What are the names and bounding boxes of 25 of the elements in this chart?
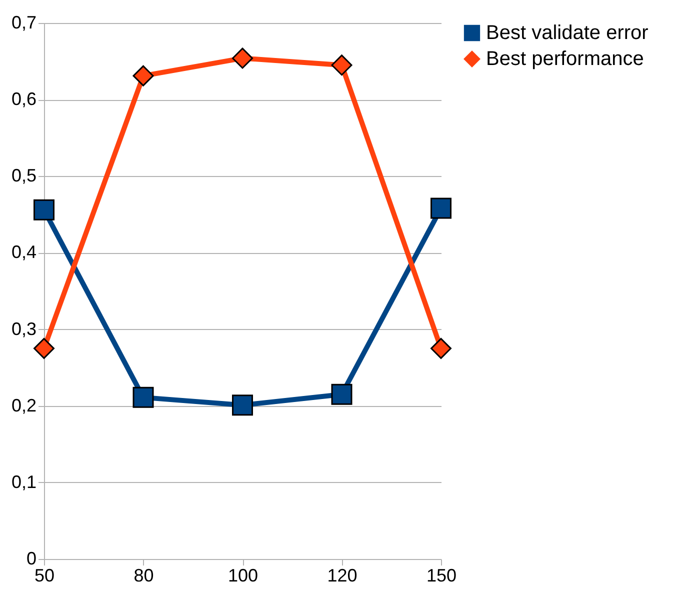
point [331, 54, 352, 76]
legend-label: Best validate error [486, 22, 649, 44]
y-tick-label: 0,6 [11, 89, 36, 110]
point [232, 48, 253, 69]
point [331, 384, 352, 405]
point [232, 394, 253, 416]
x-tick-label: 120 [327, 566, 358, 586]
y-tick-label: 0,7 [11, 12, 36, 32]
y-tick-label: 0,5 [11, 166, 36, 186]
x-tick-label: 50 [34, 566, 55, 586]
x-tick-label: 80 [134, 566, 154, 586]
point [132, 65, 154, 86]
point [34, 199, 54, 220]
y-tick-label: 0,2 [11, 395, 36, 416]
x-tick-label: 150 [426, 566, 457, 586]
y-tick-label: 0 [26, 548, 36, 568]
x-tick-label: 100 [228, 566, 258, 586]
y-tick-label: 0,3 [11, 318, 36, 339]
point [430, 338, 452, 359]
point [132, 386, 154, 408]
legend-label: Best performance [486, 48, 644, 70]
y-tick-label: 0,4 [11, 242, 36, 262]
y-tick-label: 0,1 [11, 472, 36, 492]
point [430, 198, 452, 219]
point [34, 338, 54, 359]
